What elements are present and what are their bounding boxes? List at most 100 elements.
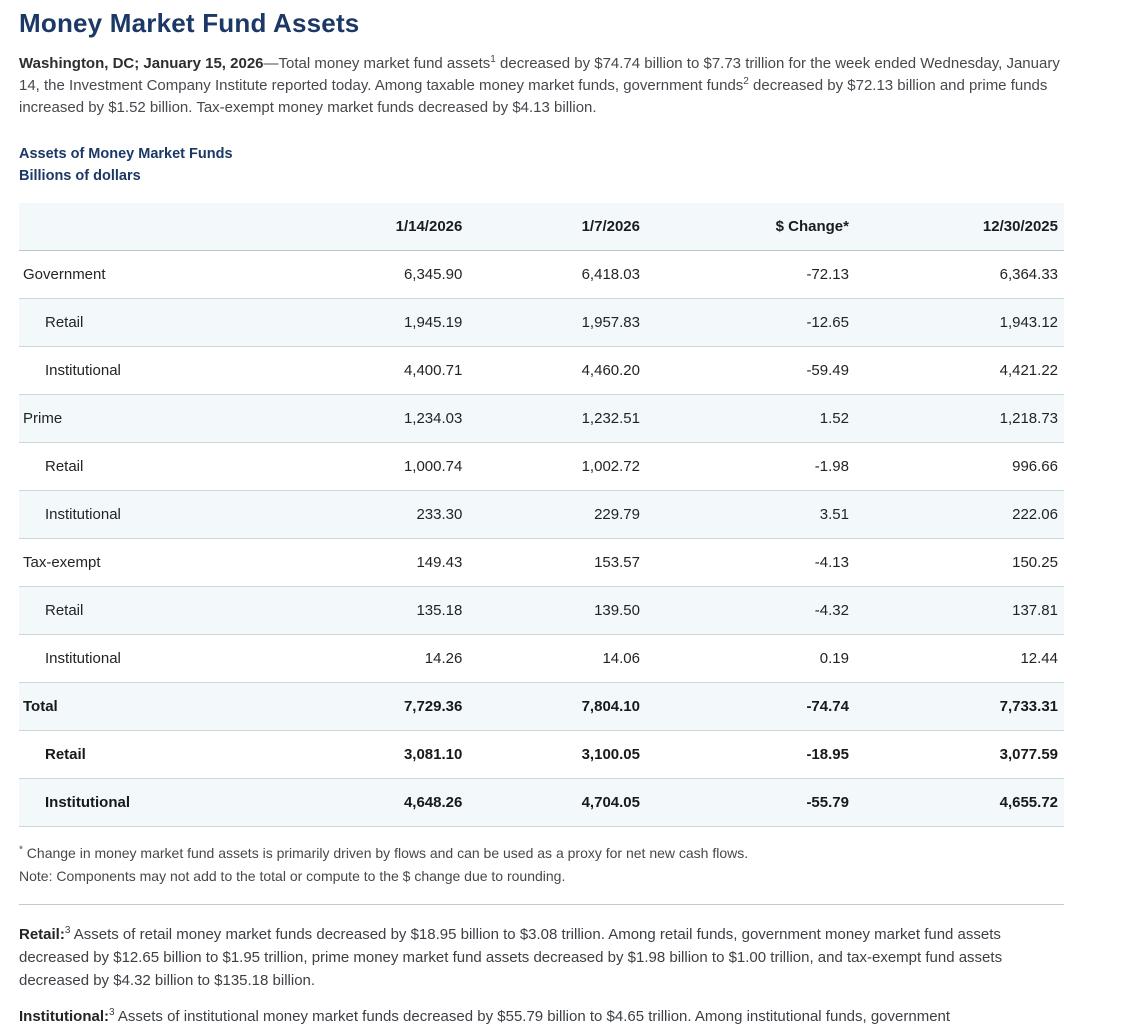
cell-value: 4,400.71 [403, 362, 463, 379]
cell-value: 229.79 [594, 506, 640, 523]
cell-value: 3.51 [819, 506, 849, 523]
section-divider [19, 904, 1064, 905]
intro-text-2: decreased by $74.74 billion to $7.73 tri… [19, 55, 1060, 94]
rounding-footnote: Note: Components may not add to the tota… [19, 868, 566, 884]
row-label: Retail [45, 458, 84, 475]
row-label: Retail [45, 314, 84, 331]
cell-value: 14.26 [424, 650, 463, 667]
cell-value: 1,000.74 [403, 458, 463, 475]
table-caption-title: Assets of Money Market Funds [19, 146, 233, 162]
row-label: Tax-exempt [23, 554, 101, 571]
table-row: Government 6,345.90 6,418.03 -72.13 6,364.33 [19, 251, 1064, 299]
cell-value: 135.18 [416, 602, 463, 619]
cell-value: 1,234.03 [403, 410, 463, 427]
column-header-empty [19, 203, 333, 251]
cell-value: 150.25 [1012, 554, 1058, 571]
cell-value: -12.65 [806, 314, 849, 331]
table-row: Prime 1,234.03 1,232.51 1.52 1,218.73 [19, 394, 1064, 443]
cell-value: 4,648.26 [403, 794, 463, 811]
assets-table: 1/14/2026 1/7/2026 $ Change* 12/30/2025 Gov… [19, 203, 1064, 827]
table-row: Institutional 233.30 229.79 3.51 222.06 [19, 490, 1064, 539]
row-label: Prime [23, 410, 63, 427]
cell-value: 14.06 [602, 650, 640, 667]
cell-value: 7,804.10 [581, 698, 640, 715]
table-caption-units: Billions of dollars [19, 168, 141, 184]
table-row: Institutional 4,400.71 4,460.20 -59.49 4,421… [19, 347, 1064, 395]
row-label: Government [23, 266, 106, 283]
intro-text-1: Total money market fund assets [278, 55, 491, 72]
cell-value: 0.19 [819, 650, 849, 667]
column-header: 12/30/2025 [982, 218, 1058, 235]
change-footnote: * Change in money market fund assets is … [19, 842, 1064, 865]
retail-paragraph: Retail:3 Assets of retail money market f… [19, 923, 1064, 992]
institutional-paragraph: Institutional:3 Assets of institutional … [19, 1005, 1064, 1028]
cell-value: 1.52 [819, 410, 849, 427]
cell-value: 1,957.83 [581, 314, 640, 331]
cell-value: 3,100.05 [581, 746, 640, 763]
table-row: Retail 1,000.74 1,002.72 -1.98 996.66 [19, 443, 1064, 491]
cell-value: 7,733.31 [999, 698, 1058, 715]
institutional-paragraph-label: Institutional: [19, 1008, 109, 1025]
assets-table-body: Government 6,345.90 6,418.03 -72.13 6,364.33… [19, 251, 1064, 827]
table-footnotes: * Change in money market fund assets is … [19, 842, 1064, 888]
institutional-paragraph-text: Assets of institutional money market fun… [114, 1008, 951, 1025]
cell-value: -4.13 [814, 554, 849, 571]
table-row: Total 7,729.36 7,804.10 -74.74 7,733.31 [19, 682, 1064, 731]
column-header: 1/14/2026 [395, 218, 463, 235]
cell-value: 137.81 [1012, 602, 1058, 619]
row-label: Retail [45, 746, 86, 763]
intro-paragraph: Washington, DC; January 15, 2026—Total m… [19, 53, 1064, 119]
cell-value: 149.43 [416, 554, 463, 571]
assets-table-header-row: 1/14/2026 1/7/2026 $ Change* 12/30/2025 [19, 203, 1064, 251]
footnote-ref-2: 2 [743, 76, 749, 87]
cell-value: 1,218.73 [999, 410, 1058, 427]
page-title: Money Market Fund Assets [19, 8, 360, 38]
cell-value: 1,945.19 [403, 314, 463, 331]
change-footnote-text: Change in money market fund assets is pr… [22, 845, 749, 861]
cell-value: 7,729.36 [403, 698, 463, 715]
asterisk-symbol: * [19, 844, 23, 856]
cell-value: -72.13 [806, 266, 849, 283]
row-label: Institutional [45, 362, 121, 379]
retail-paragraph-text: Assets of retail money market funds decr… [19, 926, 1003, 989]
table-row: Retail 1,945.19 1,957.83 -12.65 1,943.12 [19, 298, 1064, 347]
footnote-ref-3a: 3 [64, 925, 71, 936]
table-row: Retail 3,081.10 3,100.05 -18.95 3,077.59 [19, 731, 1064, 779]
cell-value: 139.50 [594, 602, 640, 619]
row-label: Total [23, 698, 58, 715]
column-header: 1/7/2026 [581, 218, 640, 235]
cell-value: -74.74 [806, 698, 849, 715]
footnote-ref-1: 1 [490, 54, 496, 65]
row-label: Institutional [45, 650, 121, 667]
intro-dateline: Washington, DC; January 15, 2026 [19, 55, 264, 72]
cell-value: -18.95 [806, 746, 849, 763]
intro-dash: — [263, 55, 279, 72]
cell-value: -4.32 [814, 602, 849, 619]
cell-value: 6,364.33 [999, 266, 1058, 283]
table-row: Retail 135.18 139.50 -4.32 137.81 [19, 586, 1064, 635]
cell-value: 4,421.22 [999, 362, 1058, 379]
cell-value: -55.79 [806, 794, 849, 811]
cell-value: 4,655.72 [999, 794, 1058, 811]
cell-value: 153.57 [594, 554, 640, 571]
cell-value: 3,081.10 [403, 746, 463, 763]
row-label: Institutional [45, 506, 121, 523]
table-row: Tax-exempt 149.43 153.57 -4.13 150.25 [19, 539, 1064, 587]
cell-value: 996.66 [1012, 458, 1058, 475]
cell-value: 6,418.03 [581, 266, 640, 283]
table-row: Institutional 4,648.26 4,704.05 -55.79 4,655… [19, 778, 1064, 827]
cell-value: -1.98 [814, 458, 849, 475]
intro-text-3: decreased by $72.13 billion and prime fu… [19, 77, 1048, 116]
cell-value: 3,077.59 [999, 746, 1058, 763]
cell-value: 12.44 [1020, 650, 1058, 667]
cell-value: 222.06 [1012, 506, 1058, 523]
row-label: Institutional [45, 794, 130, 811]
table-row: Institutional 14.26 14.06 0.19 12.44 [19, 635, 1064, 683]
row-label: Retail [45, 602, 84, 619]
cell-value: 1,002.72 [581, 458, 640, 475]
cell-value: 1,943.12 [999, 314, 1058, 331]
cell-value: -59.49 [806, 362, 849, 379]
retail-paragraph-label: Retail: [19, 926, 65, 943]
cell-value: 4,704.05 [581, 794, 640, 811]
